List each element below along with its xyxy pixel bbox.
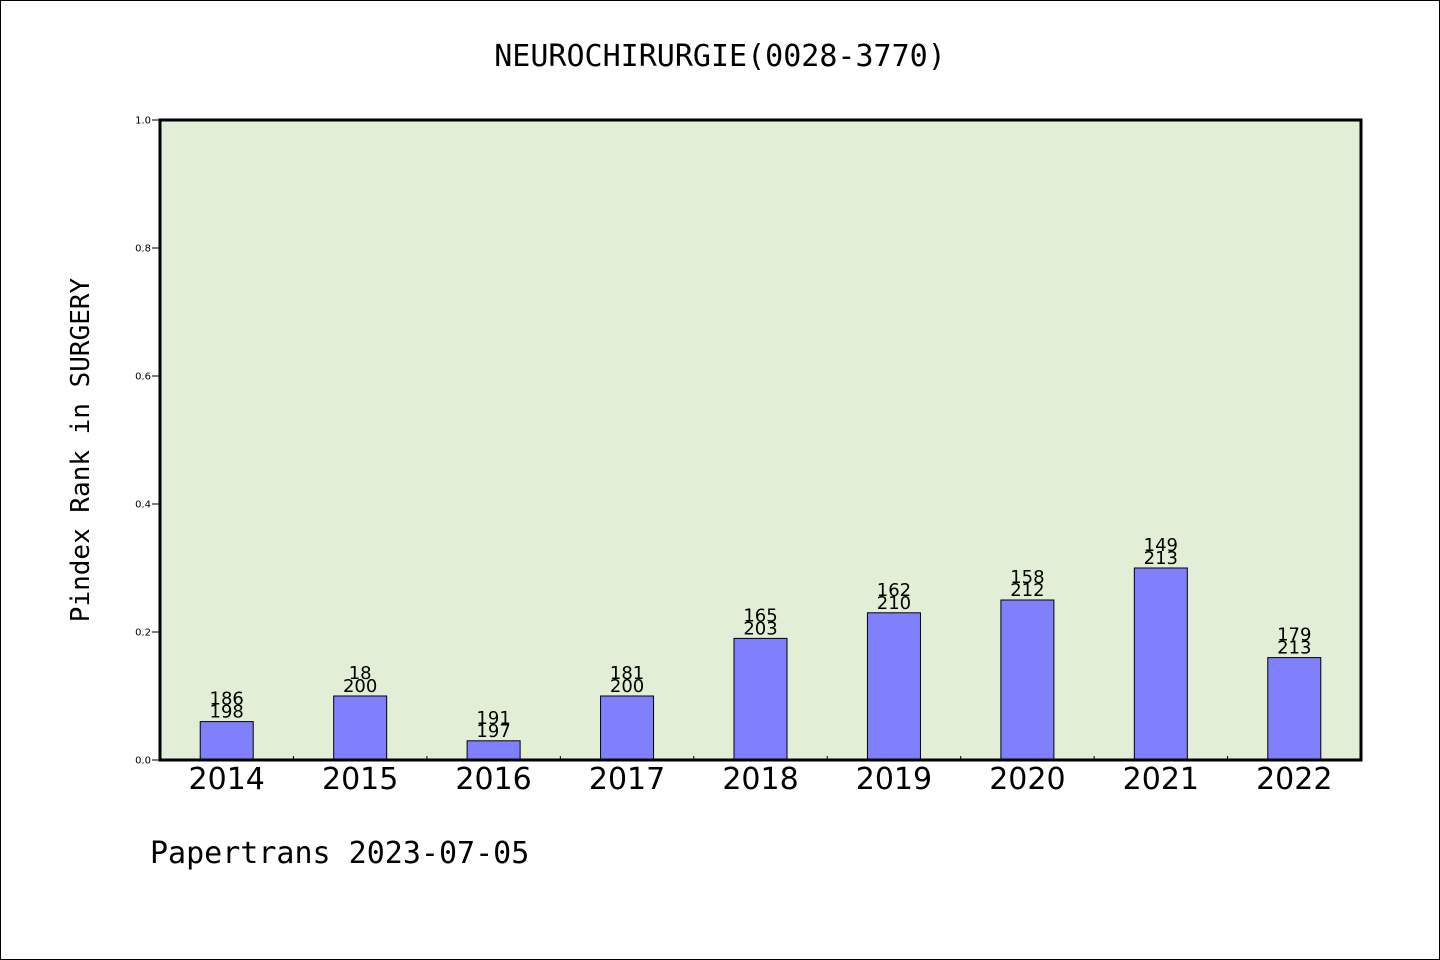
bar-label-top: 186 — [210, 689, 244, 710]
bar-label-top: 162 — [877, 580, 911, 601]
chart-title: NEUROCHIRURGIE(0028-3770) — [494, 39, 946, 74]
bar-label-bottom: 200 — [343, 676, 377, 697]
bar-label-bottom: 213 — [1144, 548, 1178, 569]
bar-2020 — [1000, 599, 1055, 761]
bar-2015 — [333, 695, 388, 761]
bar-label-bottom: 198 — [210, 702, 244, 723]
bar-label-top: 18 — [349, 663, 372, 684]
bar-label-top: 158 — [1010, 567, 1044, 588]
y-tick-label: 0.2 — [135, 628, 151, 639]
x-tick-label: 2016 — [455, 762, 531, 797]
bar-label-bottom: 200 — [610, 676, 644, 697]
bar-label-top: 149 — [1144, 535, 1178, 556]
x-tick-label: 2020 — [989, 762, 1065, 797]
bar-2016 — [466, 740, 521, 761]
bar-2021 — [1133, 567, 1188, 761]
bars-group: 1861981820019119718120016520316221015821… — [199, 535, 1322, 761]
y-tick-label: 1.0 — [135, 116, 151, 127]
bar-2018 — [733, 637, 788, 761]
bar-label-bottom: 210 — [877, 593, 911, 614]
bar-2014 — [199, 721, 254, 761]
bar-2022 — [1267, 657, 1322, 761]
bar-2017 — [600, 695, 655, 761]
x-tick-label: 2014 — [189, 762, 265, 797]
x-tick-label: 2022 — [1256, 762, 1332, 797]
bar-label-bottom: 197 — [476, 721, 510, 742]
y-tick-label: 0.8 — [135, 244, 151, 255]
bar-label-bottom: 213 — [1277, 638, 1311, 659]
y-tick-label: 0.4 — [135, 500, 151, 511]
bar-label-top: 165 — [743, 605, 777, 626]
plot-border — [158, 118, 1363, 762]
y-axis: 0.0 0.2 0.4 0.6 0.8 1.0 — [135, 116, 160, 767]
y-tick-label: 0.6 — [135, 372, 151, 383]
bar-label-top: 191 — [476, 708, 510, 729]
bar-2019 — [866, 612, 921, 761]
y-tick-label: 0.0 — [135, 756, 151, 767]
x-axis: 2014 2015 2016 2017 2018 2019 2020 2021 2022 — [189, 756, 1332, 797]
y-axis-label: Pindex Rank in SURGERY — [66, 277, 96, 622]
x-tick-label: 2015 — [322, 762, 398, 797]
x-tick-label: 2018 — [722, 762, 798, 797]
x-tick-label: 2017 — [589, 762, 665, 797]
x-tick-label: 2019 — [856, 762, 932, 797]
bar-label-bottom: 203 — [743, 618, 777, 639]
bar-label-bottom: 212 — [1010, 580, 1044, 601]
bar-label-top: 179 — [1277, 625, 1311, 646]
x-tick-label: 2021 — [1123, 762, 1199, 797]
footer-text: Papertrans 2023-07-05 — [150, 836, 529, 871]
bar-label-top: 181 — [610, 663, 644, 684]
